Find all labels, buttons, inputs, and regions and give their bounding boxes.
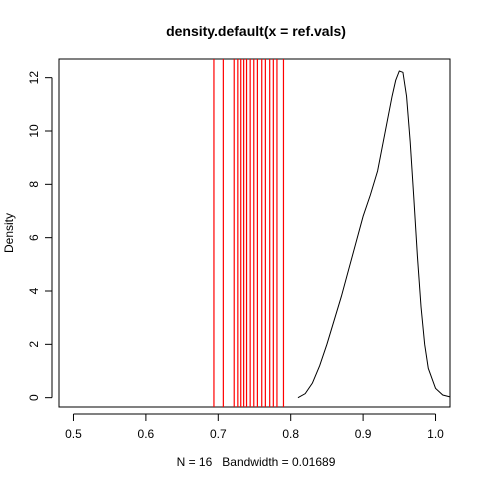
y-tick-label: 0 (27, 394, 41, 401)
x-tick-label: 0.9 (355, 427, 372, 441)
y-tick-label: 8 (27, 181, 41, 188)
y-axis: 0 2 4 6 8 10 12 (27, 71, 53, 401)
plot-frame (58, 58, 451, 408)
x-axis-label: N = 16 Bandwidth = 0.01689 (177, 455, 336, 469)
y-axis-label: Density (2, 213, 16, 253)
y-tick-label: 12 (27, 71, 41, 85)
x-axis: 0.5 0.6 0.7 0.8 0.9 1.0 (65, 413, 444, 441)
y-tick-label: 2 (27, 341, 41, 348)
x-tick-label: 0.6 (138, 427, 155, 441)
x-tick-label: 0.7 (210, 427, 227, 441)
chart-title: density.default(x = ref.vals) (166, 23, 346, 39)
x-tick-label: 0.8 (282, 427, 299, 441)
y-tick-label: 6 (27, 234, 41, 241)
x-tick-label: 1.0 (427, 427, 444, 441)
y-tick-label: 10 (27, 124, 41, 138)
x-tick-label: 0.5 (65, 427, 82, 441)
rug-lines (213, 59, 285, 407)
density-curve (297, 70, 451, 399)
y-tick-label: 4 (27, 287, 41, 294)
